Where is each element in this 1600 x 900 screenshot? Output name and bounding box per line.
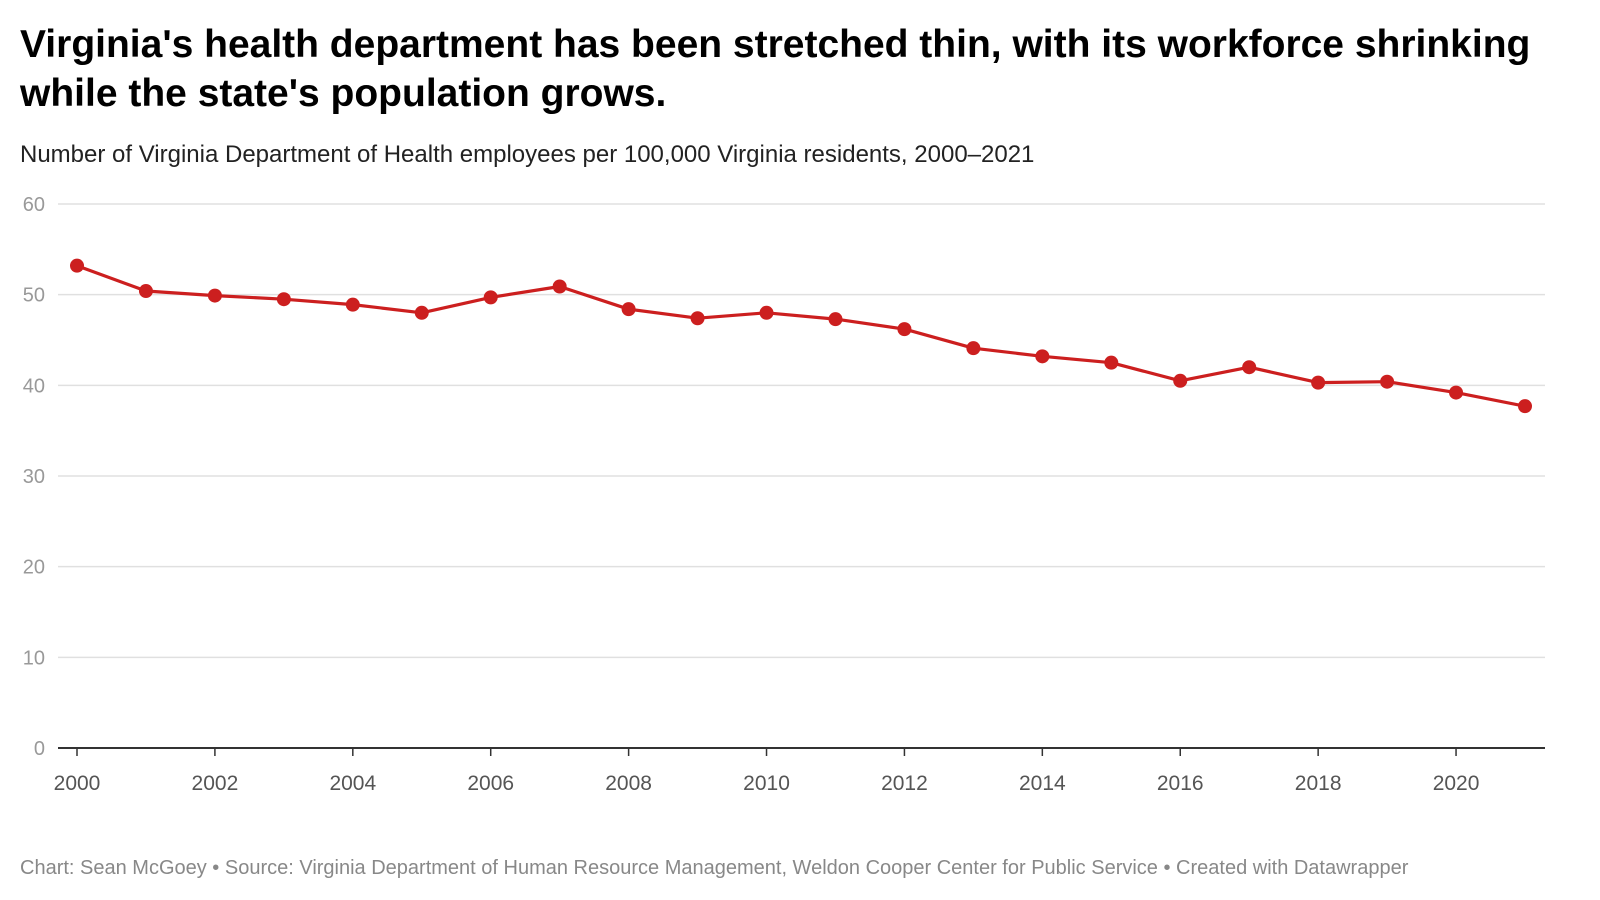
data-point-2008 (621, 302, 636, 317)
x-tick-label-2008: 2008 (605, 772, 652, 795)
y-axis-ticks: 0 10 20 30 40 50 60 (23, 194, 45, 760)
x-tick-label-2012: 2012 (881, 772, 928, 795)
chart-subtitle: Number of Virginia Department of Health … (20, 141, 1035, 168)
x-tick-label-2018: 2018 (1295, 772, 1342, 795)
series-line-0 (75, 264, 1527, 408)
data-point-2005 (414, 305, 429, 320)
data-point-2011 (828, 312, 843, 327)
data-point-2002 (207, 288, 222, 303)
x-tick-label-2010: 2010 (743, 772, 790, 795)
gridlines (58, 203, 1545, 659)
data-point-2017 (1242, 360, 1257, 375)
x-tick-label-2000: 2000 (54, 772, 101, 795)
x-tick-label-2004: 2004 (329, 772, 376, 795)
data-point-2018 (1311, 375, 1326, 390)
data-point-2004 (345, 297, 360, 312)
data-point-2021 (1518, 399, 1532, 414)
data-point-2020 (1449, 385, 1464, 400)
data-point-2009 (690, 311, 705, 326)
series-line-layer (75, 264, 1527, 408)
chart-title: Virginia's health department has been st… (20, 23, 1531, 115)
y-tick-label-10: 10 (23, 647, 45, 669)
x-tick-label-2002: 2002 (192, 772, 239, 795)
data-point-2015 (1104, 355, 1119, 370)
y-tick-label-40: 40 (23, 375, 45, 397)
data-point-2014 (1035, 349, 1050, 364)
data-points (70, 258, 1532, 414)
x-axis: 2000 2002 2004 2006 2008 2010 2012 2014 2016 2018… (54, 747, 1545, 795)
y-tick-label-60: 60 (23, 194, 45, 216)
data-point-2001 (138, 284, 153, 299)
x-tick-label-2006: 2006 (467, 772, 514, 795)
x-tick-label-2014: 2014 (1019, 772, 1066, 795)
data-point-2006 (483, 290, 498, 305)
y-tick-label-20: 20 (23, 557, 45, 579)
x-tick-label-2016: 2016 (1157, 772, 1204, 795)
data-point-2013 (966, 341, 981, 356)
y-tick-label-0: 0 (34, 738, 45, 760)
data-point-2016 (1173, 373, 1188, 388)
y-tick-label-50: 50 (23, 285, 45, 307)
x-tick-label-2020: 2020 (1433, 772, 1480, 795)
data-point-2012 (897, 322, 912, 337)
data-point-2007 (552, 279, 567, 294)
data-point-2000 (70, 258, 84, 273)
data-point-2019 (1380, 374, 1395, 389)
y-tick-label-30: 30 (23, 466, 45, 488)
chart-footer-credit: Chart: Sean McGoey • Source: Virginia De… (20, 857, 1409, 879)
data-point-2003 (276, 292, 291, 307)
data-point-2010 (759, 305, 774, 320)
